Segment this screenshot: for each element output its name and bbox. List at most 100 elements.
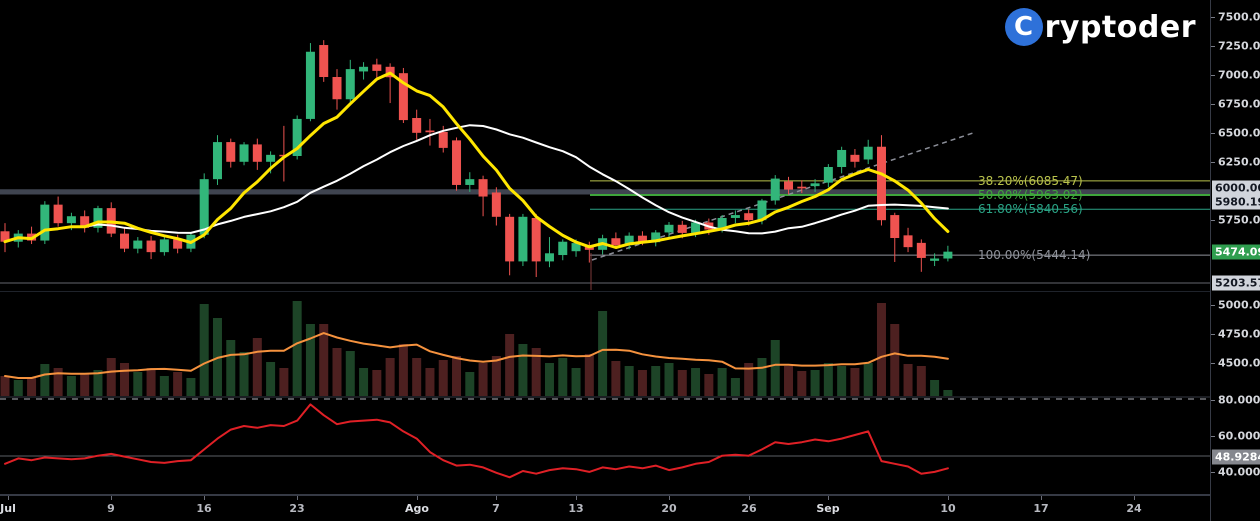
brand-logo-icon: C	[1004, 8, 1043, 46]
brand-logo-text: ryptoder	[1044, 9, 1196, 45]
price-axis-label-12: 40.0000	[1218, 465, 1260, 479]
candle-body-13	[173, 239, 183, 249]
price-axis-tick-4	[1211, 133, 1215, 134]
price-axis-tick-9	[1211, 363, 1215, 364]
price-axis-badge-4: 48.9284	[1212, 449, 1260, 465]
volume-bar-54	[717, 368, 727, 396]
candle-body-31	[412, 118, 422, 133]
volume-bar-67	[890, 324, 900, 396]
candle-body-5	[66, 216, 76, 224]
time-axis-tick-1	[111, 496, 112, 500]
volume-bar-37	[491, 356, 501, 396]
volume-bar-1	[13, 380, 23, 396]
candle-body-32	[425, 130, 435, 133]
fib-level-label-1: 50.00%(5963.02)	[978, 188, 1083, 202]
candle-body-67	[890, 215, 900, 239]
price-axis-tick-1	[1211, 46, 1215, 47]
candle-body-46	[611, 238, 621, 246]
volume-bar-27	[359, 368, 369, 396]
volume-bar-14	[186, 378, 196, 396]
time-axis-label-16: 16	[196, 502, 212, 515]
price-axis-label-8: 4750.00	[1218, 327, 1260, 341]
volume-bar-64	[850, 368, 860, 396]
brand-logo[interactable]: C ryptoder	[1004, 8, 1196, 46]
candle-body-24	[319, 45, 329, 77]
candle-body-16	[212, 142, 222, 180]
volume-bar-43	[571, 368, 581, 396]
volume-bar-21	[279, 368, 289, 396]
candle-body-35	[465, 179, 475, 185]
candle-body-22	[292, 118, 302, 156]
candle-body-26	[345, 69, 355, 100]
candle-body-33	[438, 131, 448, 148]
volume-bar-17	[226, 340, 236, 396]
volume-bar-2	[27, 378, 37, 396]
volume-bar-26	[345, 351, 355, 396]
volume-bar-39	[518, 344, 528, 396]
volume-bar-22	[292, 301, 302, 396]
price-axis[interactable]: 7500.00 7250.00 7000.00 6750.00 6500.00 6250.…	[1210, 0, 1260, 521]
candle-body-37	[491, 192, 501, 217]
time-axis-tick-0	[8, 496, 9, 500]
volume-bar-40	[531, 348, 541, 396]
volume-bar-25	[332, 348, 342, 396]
candle-body-36	[478, 179, 488, 197]
time-axis[interactable]: Jul 9 16 23 Ago 7 13 20 26 Sep 10 17 24	[0, 495, 1210, 521]
time-axis-label-Sep: Sep	[816, 502, 840, 515]
price-axis-tick-0	[1211, 17, 1215, 18]
candle-body-38	[505, 216, 515, 262]
volume-bar-32	[425, 368, 435, 396]
volume-bar-11	[146, 368, 156, 396]
candle-body-9	[120, 233, 130, 249]
candle-body-49	[651, 232, 661, 243]
volume-bar-35	[465, 372, 475, 396]
volume-bar-7	[93, 370, 103, 396]
volume-bar-3	[40, 364, 50, 396]
price-axis-label-9: 4500.00	[1218, 356, 1260, 370]
volume-bar-10	[133, 372, 143, 396]
volume-bar-24	[319, 324, 329, 396]
time-axis-label-23: 23	[289, 502, 305, 515]
time-axis-tick-7	[669, 496, 670, 500]
candle-body-39	[518, 216, 528, 262]
volume-bar-47	[624, 366, 634, 396]
volume-bar-34	[452, 356, 462, 396]
candle-body-71	[943, 251, 953, 259]
volume-bar-61	[810, 370, 820, 396]
time-axis-tick-11	[1041, 496, 1042, 500]
time-axis-label-26: 26	[741, 502, 757, 515]
candle-body-4	[53, 204, 63, 224]
volume-bar-12	[159, 376, 169, 396]
volume-bar-45	[598, 311, 608, 396]
candle-body-66	[876, 146, 886, 221]
price-axis-label-5: 6250.00	[1218, 155, 1260, 169]
volume-bar-4	[53, 368, 63, 396]
volume-bar-29	[385, 358, 395, 396]
volume-bar-68	[903, 364, 913, 396]
volume-bar-59	[784, 366, 794, 396]
candle-body-50	[664, 224, 674, 233]
candle-body-6	[80, 216, 90, 228]
volume-bar-15	[199, 304, 209, 396]
price-axis-label-1: 7250.00	[1218, 39, 1260, 53]
volume-bar-13	[173, 372, 183, 396]
candle-body-23	[305, 51, 315, 119]
volume-bar-6	[80, 374, 90, 396]
candle-body-52	[691, 222, 701, 233]
price-axis-tick-8	[1211, 334, 1215, 335]
volume-bar-53	[704, 374, 714, 396]
candle-body-41	[544, 253, 554, 262]
volume-bar-28	[372, 370, 382, 396]
time-axis-label-7: 7	[492, 502, 500, 515]
candle-body-55	[730, 215, 740, 218]
candle-body-62	[823, 166, 833, 183]
candle-body-7	[93, 208, 103, 228]
volume-bar-46	[611, 361, 621, 396]
price-axis-tick-7	[1211, 305, 1215, 306]
volume-bar-65	[863, 363, 873, 396]
price-axis-tick-2	[1211, 75, 1215, 76]
candle-body-30	[398, 73, 408, 121]
candle-body-34	[452, 140, 462, 185]
price-axis-label-0: 7500.00	[1218, 10, 1260, 24]
